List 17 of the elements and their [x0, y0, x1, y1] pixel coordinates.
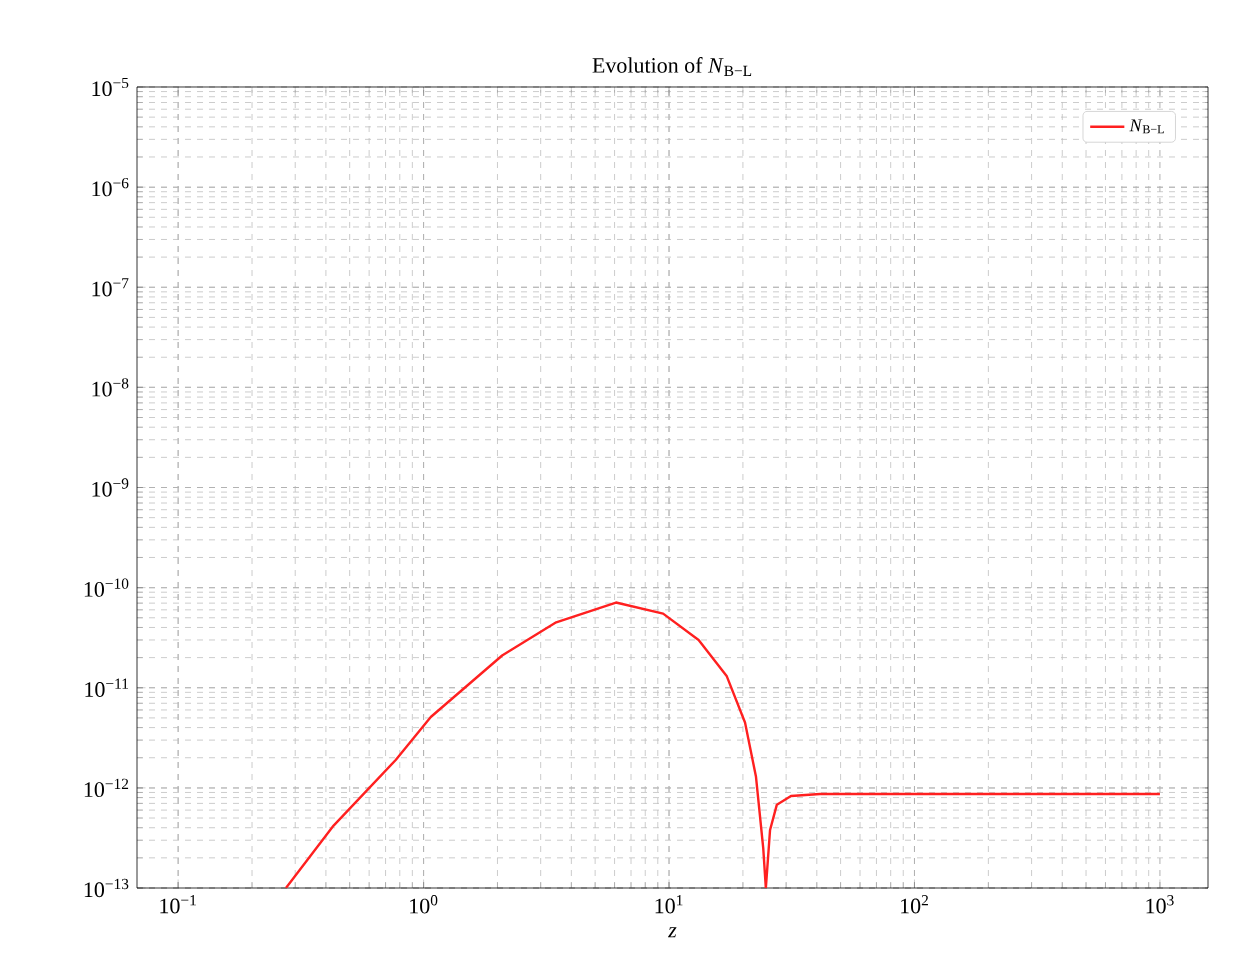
- y-tick-label: 10$^{−7}$: [92, 278, 129, 297]
- y-tick-label: 10$^{−8}$: [92, 378, 129, 397]
- y-tick-label: 10$^{−12}$: [84, 778, 129, 798]
- x-tick-label: 10$^{−1}$: [160, 895, 196, 914]
- x-tick-label: 10$^{2}$: [901, 895, 928, 914]
- y-tick-label: 10$^{−10}$: [84, 578, 129, 597]
- y-tick-label: 10$^{−11}$: [85, 678, 129, 697]
- x-axis-title: z: [667, 927, 677, 938]
- legend-label: N$_{B−L}$: [1129, 119, 1164, 134]
- x-tick-label: 10$^{1}$: [655, 895, 683, 914]
- x-tick-label: 10$^{0}$: [410, 895, 438, 914]
- y-tick-label: 10$^{−6}$: [92, 177, 129, 197]
- x-tick-label: 10$^{3}$: [1146, 895, 1174, 914]
- y-tick-label: 10$^{−9}$: [92, 478, 129, 497]
- y-tick-label: 10$^{−5}$: [92, 77, 129, 97]
- chart-title: Evolution of N$_{B−L}$: [592, 57, 752, 76]
- y-tick-label: 10$^{−13}$: [84, 878, 129, 898]
